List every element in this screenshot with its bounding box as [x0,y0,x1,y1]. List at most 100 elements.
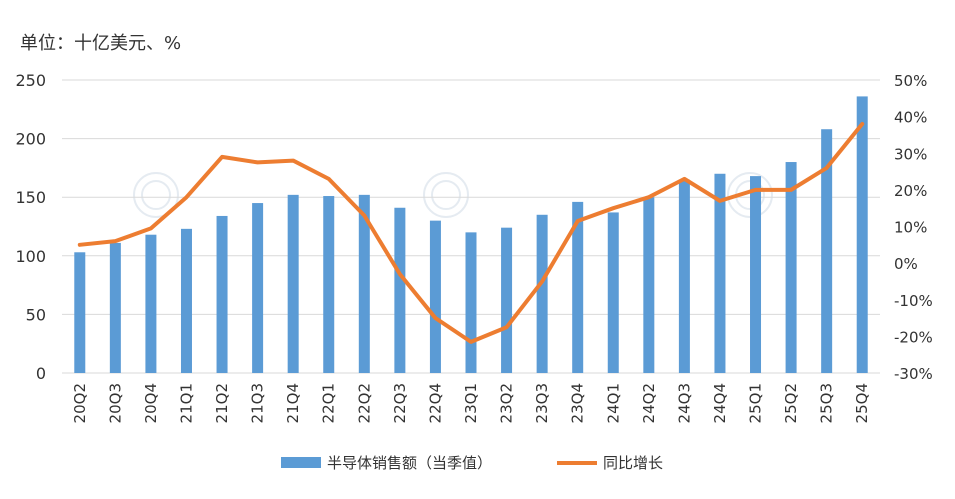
line-point [185,196,187,198]
x-tick-label: 24Q3 [675,383,693,423]
line-point [399,273,401,275]
bar [394,207,406,373]
bar [252,203,264,373]
bar [180,228,192,373]
unit-label: 单位：十亿美元、% [20,33,181,54]
line-point [363,215,365,217]
line-point [434,317,436,319]
line-point [648,196,650,198]
y-left-tick-label: 250 [15,71,46,90]
bar [572,201,584,373]
line-point [612,207,614,209]
y-axis-right: -30% -20% -10% 0% 10% 20% 30% 40% 50% [894,72,933,383]
line-point [577,220,579,222]
watermark-group [133,172,773,218]
bar [429,220,441,373]
x-axis: 20Q2 20Q3 20Q4 21Q1 21Q2 21Q3 21Q4 22Q1 22Q2 22Q3… [71,383,871,423]
line-point [719,200,721,202]
bar-series [74,96,868,374]
x-tick-label: 20Q3 [106,383,124,423]
line-point [470,341,472,343]
x-tick-label: 21Q2 [213,383,231,423]
x-tick-label: 25Q4 [853,383,871,423]
bar [536,214,548,373]
y-right-tick-label: 10% [894,219,927,237]
y-right-tick-label: 20% [894,182,927,200]
line-point [328,178,330,180]
y-right-tick-label: 40% [894,109,927,127]
bar [465,232,477,373]
line-point [826,167,828,169]
legend-line-label: 同比增长 [603,454,663,472]
line-point [861,123,863,125]
x-tick-label: 20Q2 [71,383,89,423]
bar [678,179,690,373]
x-tick-label: 25Q3 [818,383,836,423]
x-tick-label: 23Q4 [569,383,587,423]
bar [74,252,86,373]
y-right-tick-label: 50% [894,72,927,90]
y-right-tick-label: -30% [894,365,933,383]
bar [785,162,797,373]
bar [323,196,335,373]
bar [109,242,121,373]
x-tick-label: 21Q4 [284,383,302,423]
y-right-tick-label: 30% [894,145,927,163]
x-tick-label: 22Q3 [391,383,409,423]
bar [145,234,157,373]
line-point [114,240,116,242]
x-tick-label: 23Q2 [498,383,516,423]
legend: 半导体销售额（当季值） 同比增长 [281,454,663,472]
line-point [79,244,81,246]
grid-lines [62,79,880,374]
bar [856,96,868,374]
x-tick-label: 24Q2 [640,383,658,423]
bar [501,227,513,373]
line-point [257,161,259,163]
line-point [506,326,508,328]
y-left-tick-label: 50 [26,305,46,324]
x-tick-label: 22Q1 [320,383,338,423]
y-left-tick-label: 150 [15,188,46,207]
x-tick-label: 21Q3 [249,383,267,423]
y-left-tick-label: 100 [15,247,46,266]
bar [750,176,762,373]
x-tick-label: 25Q2 [782,383,800,423]
bar [714,173,726,373]
line-point [292,160,294,162]
line-point [150,227,152,229]
bar [358,194,370,373]
bar [607,212,619,373]
y-axis-left: 0 50 100 150 200 250 [15,71,46,383]
x-tick-label: 25Q1 [747,383,765,423]
y-left-tick-label: 0 [36,364,46,383]
x-tick-label: 21Q1 [177,383,195,423]
bar [216,215,228,373]
x-tick-label: 22Q4 [426,383,444,423]
y-right-tick-label: -20% [894,328,933,346]
x-tick-label: 23Q1 [462,383,480,423]
bar [643,197,655,373]
line-point [541,280,543,282]
bar [821,129,833,373]
line-point [790,189,792,191]
watermark-logo-icon [423,172,469,218]
line-point [755,189,757,191]
x-tick-label: 24Q1 [604,383,622,423]
line-point [221,156,223,158]
x-tick-label: 23Q3 [533,383,551,423]
x-tick-label: 20Q4 [142,383,160,423]
line-series [77,121,865,344]
bar [287,194,299,373]
legend-bar-label: 半导体销售额（当季值） [327,454,492,472]
y-right-tick-label: 0% [894,255,918,273]
y-right-tick-label: -10% [894,292,933,310]
line-point [683,178,685,180]
watermark-logo-icon [133,172,179,218]
x-tick-label: 24Q4 [711,383,729,423]
x-tick-label: 22Q2 [355,383,373,423]
legend-bar-swatch [281,457,321,468]
y-left-tick-label: 200 [15,130,46,149]
